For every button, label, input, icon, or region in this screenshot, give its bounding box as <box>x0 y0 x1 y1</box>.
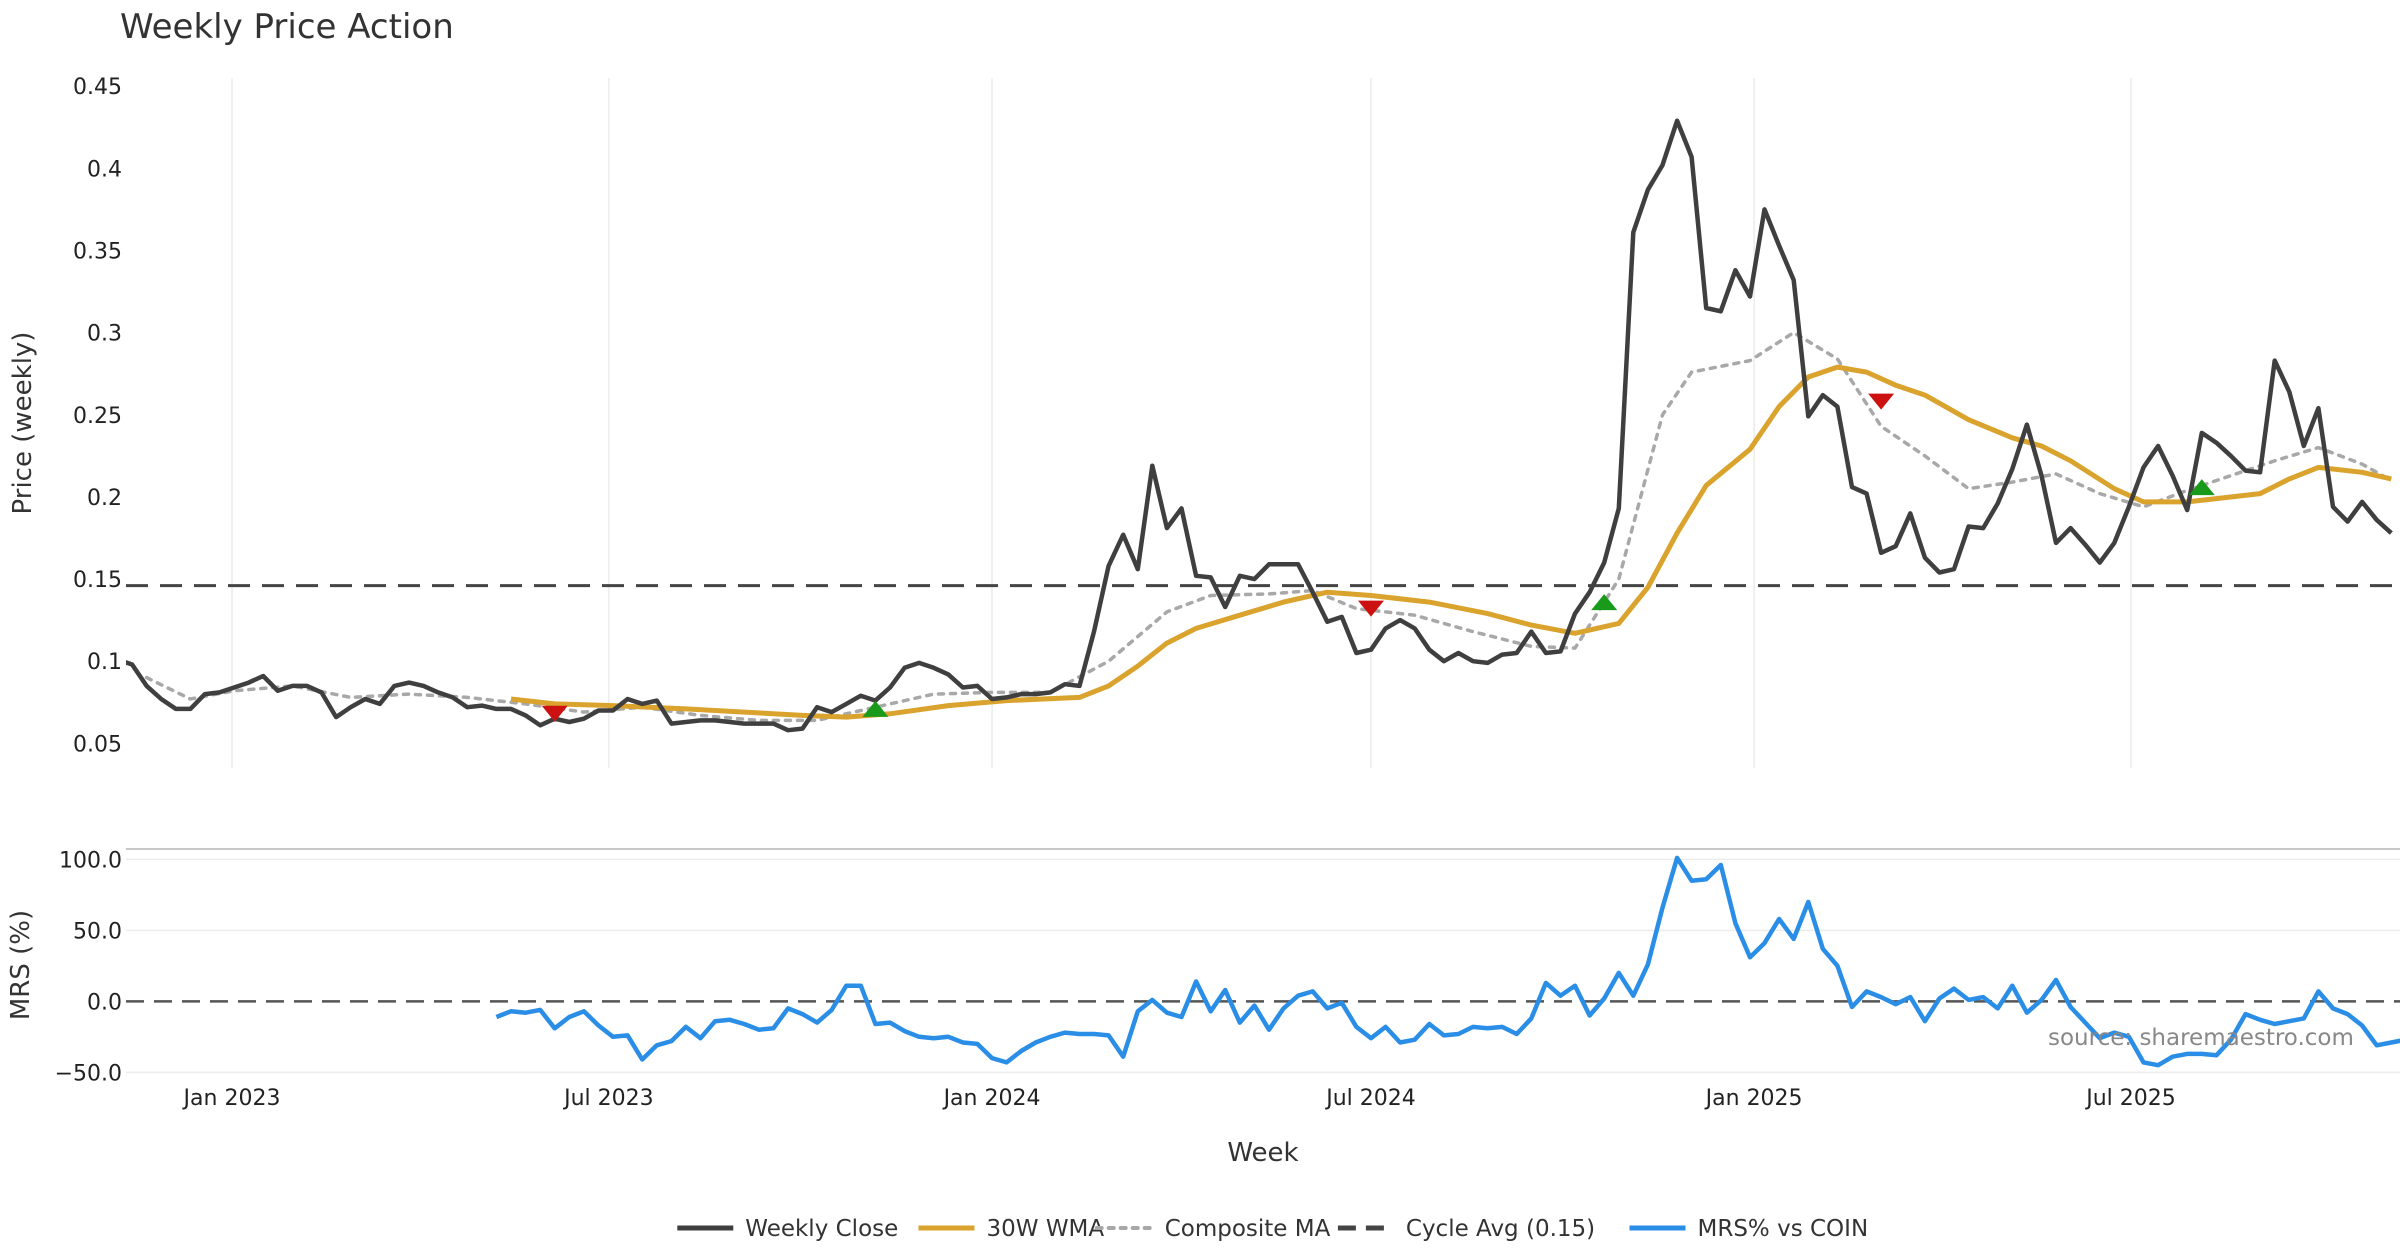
price-gridlines <box>231 78 2132 768</box>
weekly-close-line <box>126 118 2393 733</box>
price-series-lines <box>126 118 2394 733</box>
sell-signal-marker-4 <box>1868 393 1895 410</box>
x-tick-4: Jan 2025 <box>1704 1086 1803 1111</box>
mrs-y-tick-2: 50.0 <box>73 919 122 944</box>
price-y-tick-0: 0.05 <box>73 732 122 757</box>
x-tick-labels: Jan 2023 Jul 2023 Jan 2024 Jul 2024 Jan 2025… <box>182 1086 2176 1111</box>
price-y-tick-5: 0.3 <box>87 322 122 347</box>
legend-item-cycle-avg-0-15: Cycle Avg (0.15) <box>1337 1216 1595 1242</box>
legend: Weekly Close 30W WMA Composite MA Cycle Avg… <box>677 1216 1868 1242</box>
mrs-gridlines <box>126 858 2400 1074</box>
mrs-y-axis-label: MRS (%) <box>6 910 36 1020</box>
buy-signal-marker-5 <box>2188 479 2215 496</box>
chart-title: Weekly Price Action <box>120 7 454 47</box>
x-axis-label: Week <box>1227 1138 1298 1168</box>
sell-signal-marker-0 <box>541 705 568 722</box>
buy-signal-marker-3 <box>1591 594 1618 611</box>
x-tick-3: Jul 2024 <box>1324 1086 1416 1111</box>
signal-markers <box>541 393 2215 722</box>
price-y-tick-3: 0.2 <box>87 486 122 511</box>
sell-signal-marker-2 <box>1357 600 1384 617</box>
price-y-tick-2: 0.15 <box>73 568 122 593</box>
price-y-tick-4: 0.25 <box>73 404 122 429</box>
price-y-tick-labels: 0.05 0.1 0.15 0.2 0.25 0.3 0.35 0.4 0.45 <box>73 75 122 757</box>
buy-signal-marker-1 <box>862 700 889 717</box>
legend-label: Cycle Avg (0.15) <box>1406 1216 1595 1242</box>
mrs-y-tick-0: −50.0 <box>55 1061 122 1086</box>
x-tick-1: Jul 2023 <box>562 1086 654 1111</box>
price-y-axis-label: Price (weekly) <box>8 332 38 515</box>
legend-label: Composite MA <box>1165 1216 1331 1242</box>
price-y-tick-8: 0.45 <box>73 75 122 100</box>
x-tick-2: Jan 2024 <box>942 1086 1041 1111</box>
x-tick-5: Jul 2025 <box>2084 1086 2176 1111</box>
mrs-vs-coin-line <box>495 855 2400 1068</box>
legend-item-30w-wma: 30W WMA <box>918 1216 1105 1242</box>
legend-item-mrs-vs-coin: MRS% vs COIN <box>1629 1216 1869 1242</box>
price-y-tick-1: 0.1 <box>87 650 122 675</box>
mrs-y-tick-labels: −50.0 0.0 50.0 100.0 <box>55 848 122 1086</box>
legend-label: 30W WMA <box>987 1216 1105 1242</box>
mrs-y-tick-1: 0.0 <box>87 990 122 1015</box>
price-panel: 0.05 0.1 0.15 0.2 0.25 0.3 0.35 0.4 0.45 Price (… <box>8 75 2400 768</box>
legend-item-weekly-close: Weekly Close <box>677 1216 898 1242</box>
composite-ma-line <box>144 330 2394 723</box>
30w-wma-line <box>510 364 2392 720</box>
legend-item-composite-ma: Composite MA <box>1094 1216 1331 1242</box>
price-y-tick-7: 0.4 <box>87 157 122 182</box>
legend-label: Weekly Close <box>745 1216 898 1242</box>
mrs-series-lines <box>495 855 2400 1068</box>
x-tick-0: Jan 2023 <box>182 1086 281 1111</box>
source-note: source: sharemaestro.com <box>2048 1025 2354 1051</box>
price-y-tick-6: 0.35 <box>73 240 122 265</box>
mrs-panel: −50.0 0.0 50.0 100.0 MRS (%) source: sharem… <box>6 848 2400 1086</box>
legend-label: MRS% vs COIN <box>1698 1216 1869 1242</box>
mrs-y-tick-3: 100.0 <box>59 848 122 873</box>
